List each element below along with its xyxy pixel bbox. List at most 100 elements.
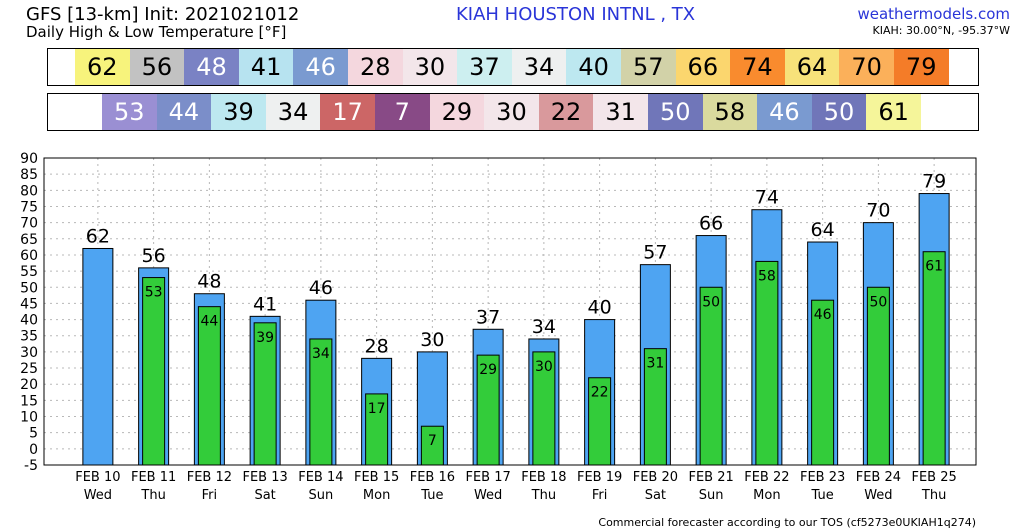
x-tick-date: FEB 17	[465, 470, 510, 485]
high-value-cell: 64	[784, 49, 840, 85]
high-value-cell: 57	[620, 49, 676, 85]
x-tick-date: FEB 24	[856, 470, 901, 485]
y-tick-label: 70	[20, 216, 38, 232]
low-value-label: 46	[814, 307, 832, 323]
low-bar	[922, 251, 946, 466]
high-value-label: 79	[922, 171, 946, 193]
low-value-cell: 30	[484, 94, 539, 130]
low-value-cell: 29	[429, 94, 485, 130]
y-tick-label: 65	[20, 232, 38, 248]
high-value-cell: 46	[293, 49, 348, 85]
x-tick-weekday: Wed	[474, 488, 502, 503]
x-tick-weekday: Mon	[753, 488, 780, 503]
high-value-label: 41	[253, 293, 277, 315]
high-value-cell: 37	[457, 49, 512, 85]
x-tick-weekday: Wed	[84, 488, 112, 503]
y-tick-label: 55	[20, 264, 38, 280]
high-value-label: 66	[699, 213, 723, 235]
high-value-cell: 66	[675, 49, 731, 85]
low-value-label: 29	[479, 362, 497, 378]
y-tick-label: 5	[29, 426, 38, 442]
high-value-cell: 70	[839, 49, 894, 85]
x-tick-weekday: Thu	[921, 488, 946, 503]
low-value-cell: 34	[265, 94, 321, 130]
y-tick-label: -5	[24, 458, 38, 474]
x-tick-weekday: Fri	[592, 488, 608, 503]
high-value-label: 37	[476, 306, 500, 328]
high-value-cell: 48	[184, 49, 239, 85]
high-value-cell: 41	[238, 49, 294, 85]
x-tick-date: FEB 12	[187, 470, 232, 485]
x-tick-date: FEB 18	[521, 470, 566, 485]
low-value-label: 39	[256, 330, 274, 346]
x-tick-weekday: Sat	[254, 488, 275, 503]
y-tick-label: 45	[20, 296, 38, 312]
x-tick-date: FEB 15	[354, 470, 399, 485]
high-temperature-strip: 62 56 48 41 46 28 30 37 34 40 57 66 74 64 70 79	[47, 48, 979, 86]
high-value-label: 74	[755, 187, 779, 209]
model-init-title: GFS [13-km] Init: 2021021012	[26, 4, 300, 25]
low-value-label: 50	[702, 294, 720, 310]
low-value-cell: 17	[320, 94, 375, 130]
low-value-label: 53	[145, 285, 163, 301]
high-value-cell: 30	[402, 49, 458, 85]
x-tick-weekday: Sun	[309, 488, 334, 503]
high-value-label: 64	[811, 219, 835, 241]
low-bar	[755, 260, 779, 466]
site-link[interactable]: weathermodels.com	[857, 5, 1010, 23]
y-tick-label: 20	[20, 377, 38, 393]
low-value-cell: 53	[102, 94, 157, 130]
low-bar	[866, 286, 890, 466]
high-value-label: 62	[86, 225, 110, 247]
x-tick-date: FEB 23	[800, 470, 845, 485]
x-tick-weekday: Sun	[699, 488, 724, 503]
x-tick-date: FEB 19	[577, 470, 622, 485]
y-tick-label: 60	[20, 248, 38, 264]
low-value-label: 22	[591, 385, 609, 401]
x-tick-weekday: Sat	[645, 488, 666, 503]
low-value-cell: 50	[647, 94, 703, 130]
low-value-cell: 7	[374, 94, 430, 130]
high-value-cell: 34	[511, 49, 567, 85]
y-tick-label: 80	[20, 183, 38, 199]
low-value-label: 7	[428, 433, 437, 449]
low-value-label: 50	[869, 294, 887, 310]
low-bar	[699, 286, 723, 466]
low-value-cell	[75, 94, 102, 130]
y-tick-label: 0	[29, 442, 38, 458]
high-value-cell: 79	[893, 49, 949, 85]
y-tick-label: 90	[20, 151, 38, 167]
x-tick-date: FEB 25	[911, 470, 956, 485]
high-value-cell: 56	[129, 49, 185, 85]
high-value-label: 34	[532, 316, 556, 338]
y-tick-label: 40	[20, 313, 38, 329]
x-tick-date: FEB 10	[75, 470, 120, 485]
high-value-cell: 74	[730, 49, 785, 85]
high-value-label: 40	[588, 297, 612, 319]
low-value-cell: 61	[866, 94, 921, 130]
station-title: KIAH HOUSTON INTNL , TX	[456, 4, 696, 25]
y-tick-label: 75	[20, 199, 38, 215]
low-value-label: 31	[646, 356, 664, 372]
high-value-label: 46	[309, 277, 333, 299]
high-value-label: 70	[866, 200, 890, 222]
low-value-cell: 58	[702, 94, 758, 130]
x-tick-weekday: Thu	[140, 488, 165, 503]
low-bar	[811, 299, 835, 466]
x-tick-date: FEB 13	[242, 470, 287, 485]
low-bar	[197, 306, 221, 466]
high-value-cell: 62	[75, 49, 130, 85]
y-tick-label: 85	[20, 167, 38, 183]
low-value-cell: 31	[593, 94, 648, 130]
x-tick-weekday: Thu	[531, 488, 556, 503]
x-tick-weekday: Wed	[864, 488, 892, 503]
y-tick-label: 10	[20, 410, 38, 426]
x-tick-weekday: Tue	[420, 488, 443, 503]
low-value-label: 30	[535, 359, 553, 375]
high-value-label: 57	[643, 242, 667, 264]
low-bar	[142, 277, 166, 466]
low-value-label: 61	[925, 259, 943, 275]
high-value-cell: 28	[347, 49, 403, 85]
x-tick-weekday: Tue	[811, 488, 834, 503]
